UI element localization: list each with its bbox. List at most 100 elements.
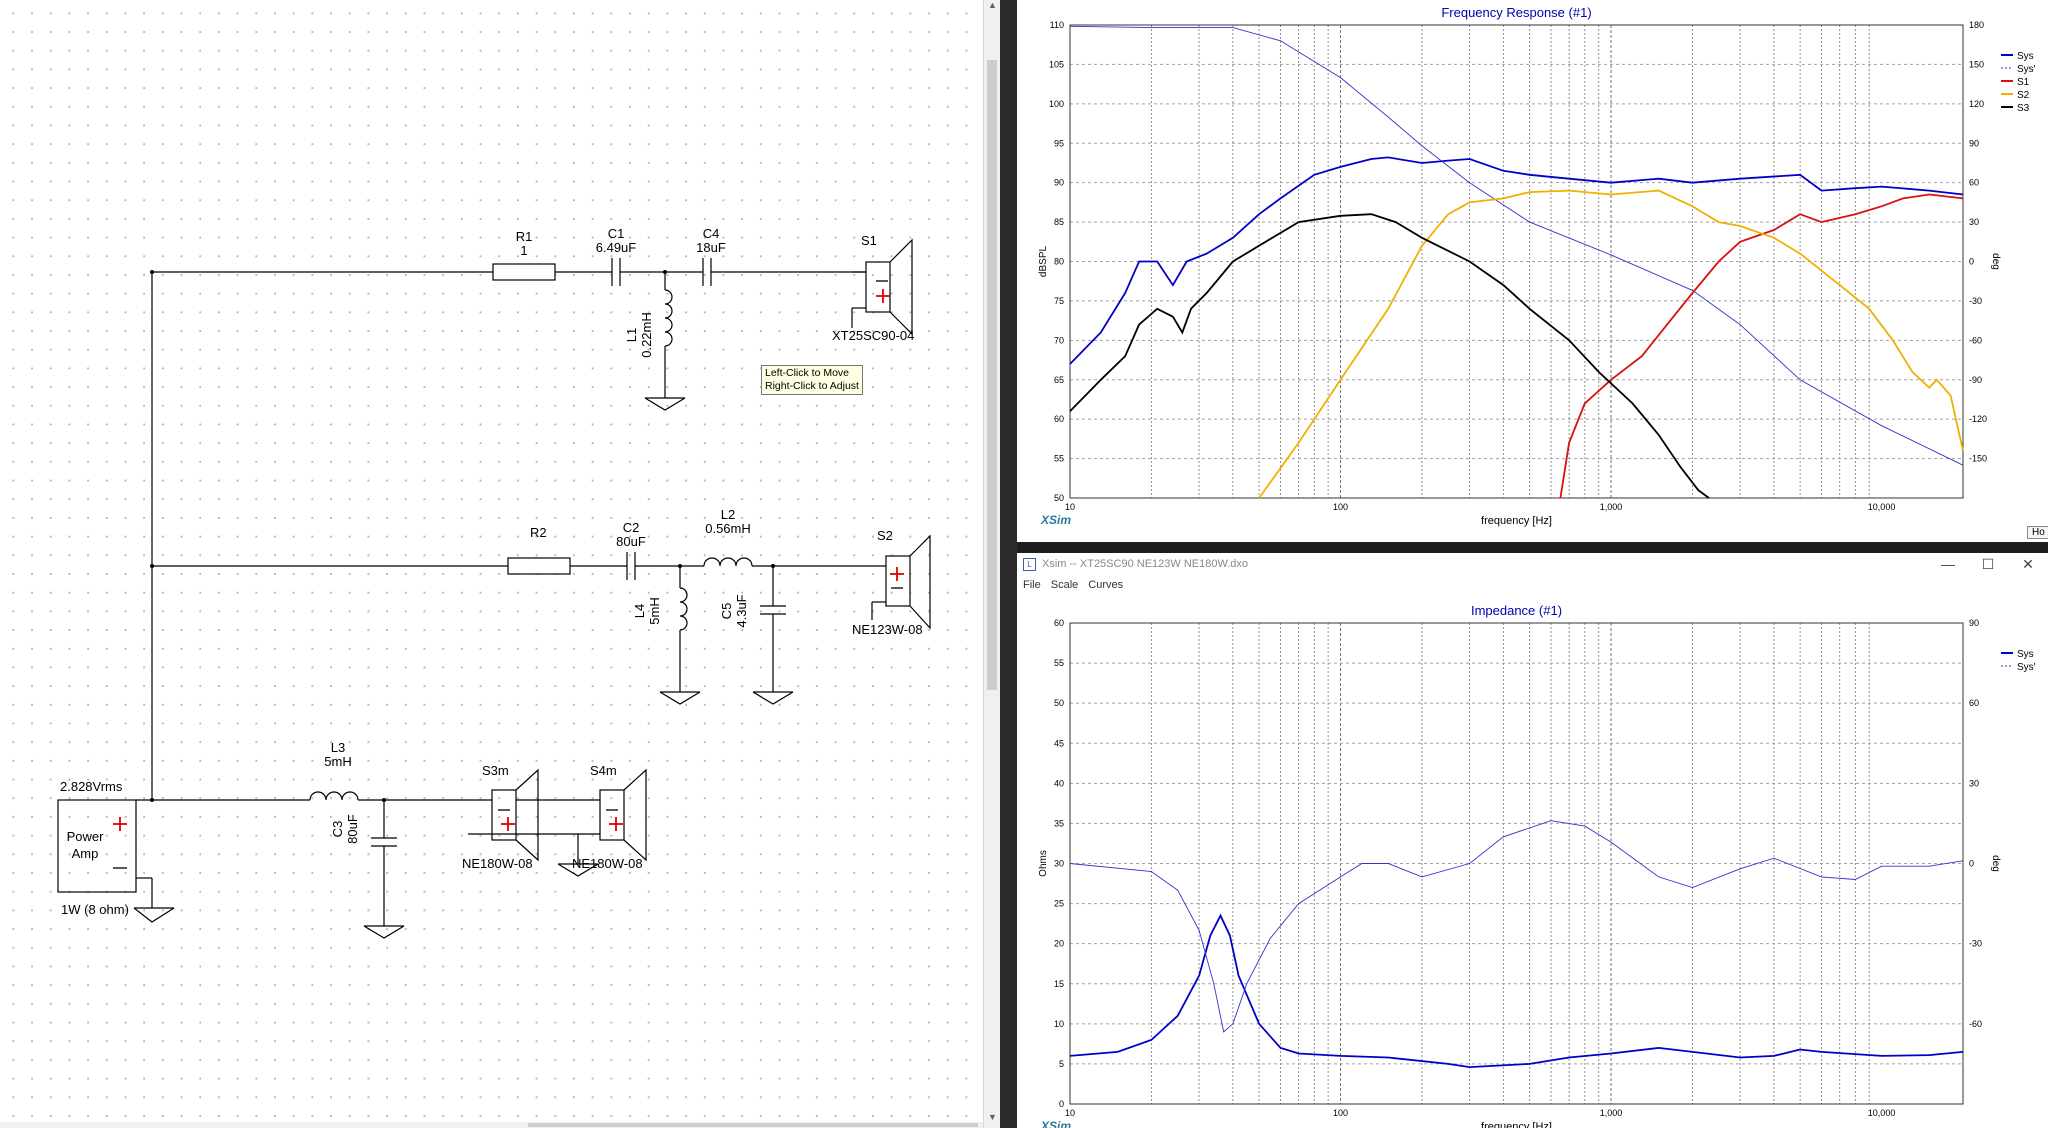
imp-y2-tick-label: 90 — [1969, 618, 1979, 628]
impedance-titlebar[interactable]: L Xsim -- XT25SC90 NE123W NE180W.dxo — ☐… — [1017, 553, 2048, 575]
s3m-name: S3m — [482, 763, 509, 778]
fr-y-tick-label: 105 — [1049, 59, 1064, 69]
amp-power: 1W (8 ohm) — [61, 902, 129, 917]
fr-y-tick-label: 50 — [1054, 493, 1064, 503]
scroll-up-arrow-icon[interactable]: ▲ — [988, 0, 997, 10]
fr-x-tick-label: 100 — [1333, 502, 1348, 512]
c4-name: C4 — [702, 226, 720, 241]
background-window — [1000, 0, 1017, 1128]
imp-legend-label: Sys — [2017, 649, 2034, 660]
imp-y2-tick-label: 30 — [1969, 778, 1979, 788]
fr-y2-tick-label: 150 — [1969, 59, 1984, 69]
hold-button[interactable]: Ho — [2027, 526, 2048, 539]
amp-voltage: 2.828Vrms — [60, 779, 123, 794]
imp-y-tick-label: 5 — [1059, 1059, 1064, 1069]
menu-scale[interactable]: Scale — [1050, 579, 1079, 591]
fr-x-tick-label: 1,000 — [1600, 502, 1623, 512]
fr-series-sysp — [1069, 25, 1964, 466]
imp-y-tick-label: 30 — [1054, 859, 1064, 869]
imp-y-tick-label: 20 — [1054, 939, 1064, 949]
r1-name: R1 — [515, 229, 533, 244]
c3-value: 80uF — [345, 814, 360, 844]
fr-series-s2 — [1258, 189, 1964, 499]
menu-bar: File Scale Curves — [1017, 575, 2048, 595]
fr-y2-tick-label: 60 — [1969, 178, 1979, 188]
imp-ylabel: Ohms — [1038, 850, 1049, 877]
menu-file[interactable]: File — [1023, 579, 1041, 591]
power-amp[interactable]: Power Amp — [62, 828, 108, 862]
imp-y2-tick-label: 0 — [1969, 859, 1974, 869]
fr-grid — [1069, 24, 1963, 499]
scroll-down-arrow-icon[interactable]: ▼ — [988, 1112, 997, 1122]
imp-y-tick-label: 25 — [1054, 899, 1064, 909]
fr-legend-label: Sys' — [2017, 64, 2036, 75]
imp-y2-tick-label: -60 — [1969, 1019, 1982, 1029]
fr-xlabel: frequency [Hz] — [1481, 515, 1552, 527]
scroll-thumb[interactable] — [987, 60, 997, 690]
schematic-vertical-scrollbar[interactable]: ▲ ▼ — [983, 0, 1001, 1128]
close-button[interactable]: ✕ — [2022, 555, 2034, 572]
imp-grid — [1069, 622, 1963, 1105]
s3m-model: NE180W-08 — [462, 856, 533, 871]
s1-name: S1 — [861, 233, 877, 248]
imp-title: Impedance (#1) — [1471, 603, 1562, 618]
fr-y2-tick-label: 0 — [1969, 257, 1974, 267]
imp-series-sysp — [1069, 820, 1964, 1033]
c1-name: C1 — [607, 226, 625, 241]
minimize-button[interactable]: — — [1941, 556, 1955, 572]
fr-y-tick-label: 95 — [1054, 138, 1064, 148]
r1-value: 1 — [520, 243, 528, 258]
fr-y2-tick-label: 90 — [1969, 138, 1979, 148]
fr-brand: XSim — [1040, 513, 1071, 527]
c5-value: 4.3uF — [734, 594, 749, 628]
fr-y-tick-label: 80 — [1054, 257, 1064, 267]
fr-y2-tick-label: -30 — [1969, 296, 1982, 306]
s2-name: S2 — [877, 528, 893, 543]
frequency-response-window[interactable]: 50 55 60 65 70 75 80 85 90 95 100 105 110 -150 -120 -90… — [1017, 0, 2048, 542]
l1-name: L1 — [624, 327, 639, 343]
fr-series-s1 — [1559, 193, 1964, 499]
tooltip-line-1: Left-Click to Move — [765, 367, 850, 379]
fr-y-tick-label: 85 — [1054, 217, 1064, 227]
fr-y-tick-label: 70 — [1054, 335, 1064, 345]
maximize-button[interactable]: ☐ — [1981, 555, 1995, 572]
imp-y-tick-label: 60 — [1054, 618, 1064, 628]
app-icon: L — [1023, 557, 1036, 571]
imp-y-tick-label: 10 — [1054, 1019, 1064, 1029]
amp-label-2: Amp — [71, 846, 99, 861]
fr-y-tick-label: 90 — [1054, 178, 1064, 188]
tooltip-line-2: Right-Click to Adjust — [765, 380, 859, 392]
l3-value: 5mH — [324, 754, 352, 769]
frequency-response-chart: 50556065707580859095100105110-150-120-90… — [1038, 5, 2036, 527]
c4-value: 18uF — [696, 240, 726, 255]
fr-plot-frame — [1069, 24, 1964, 499]
impedance-chart: 0 5 10 15 20 25 30 35 40 45 50 55 60 -60 -30 0 30 60 90 10 1… — [1038, 603, 2036, 1128]
menu-curves[interactable]: Curves — [1088, 579, 1124, 591]
l4-value: 5mH — [647, 597, 662, 625]
fr-y-tick-label: 100 — [1049, 99, 1064, 109]
schematic-horizontal-scrollbar[interactable] — [0, 1122, 983, 1128]
l3-name: L3 — [330, 740, 346, 755]
fr-y-tick-label: 60 — [1054, 414, 1064, 424]
fr-y-tick-label: 75 — [1054, 296, 1064, 306]
imp-legend-label: Sys' — [2017, 662, 2036, 673]
fr-y2-tick-label: -150 — [1969, 454, 1987, 464]
fr-series-s3 — [1069, 213, 1710, 499]
s1-model: XT25SC90-04 — [832, 328, 915, 343]
imp-y2label: deg — [1990, 855, 2001, 872]
l2-name: L2 — [720, 507, 736, 522]
fr-legend-label: S2 — [2017, 90, 2030, 101]
fr-x-tick-label: 10 — [1065, 502, 1075, 512]
c2-value: 80uF — [616, 534, 646, 549]
c3-name: C3 — [330, 820, 345, 838]
l4-name: L4 — [632, 603, 647, 619]
s4m-name: S4m — [590, 763, 617, 778]
c5-name: C5 — [719, 602, 734, 620]
s2-model: NE123W-08 — [852, 622, 923, 637]
c2-name: C2 — [622, 520, 640, 535]
fr-legend-label: S1 — [2017, 77, 2030, 88]
fr-x-tick-label: 10,000 — [1868, 502, 1896, 512]
impedance-window[interactable]: L Xsim -- XT25SC90 NE123W NE180W.dxo — ☐… — [1017, 553, 2048, 1128]
fr-title: Frequency Response (#1) — [1441, 5, 1591, 20]
schematic-canvas[interactable]: R1 1 C1 6.49uF C4 18uF L1 0.22mH S1 XT25… — [0, 0, 1000, 1128]
